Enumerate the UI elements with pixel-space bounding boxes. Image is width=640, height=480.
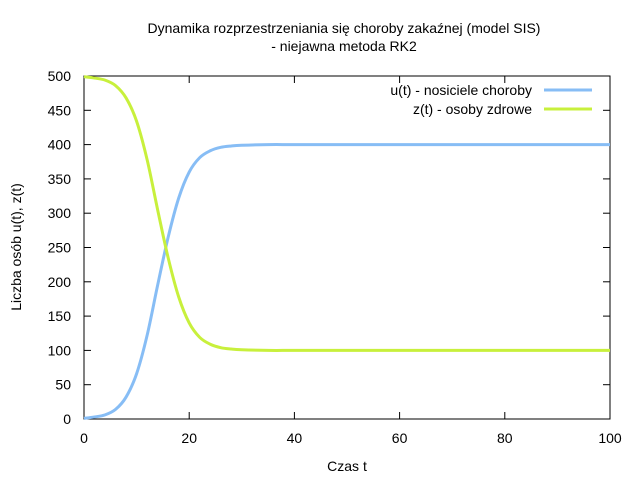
chart-title-line2: - niejawna metoda RK2 [271, 38, 417, 54]
series-line-1 [83, 75, 610, 352]
y-tick-label: 500 [48, 68, 72, 84]
y-tick-label: 300 [48, 205, 72, 221]
chart-title-line1: Dynamika rozprzestrzeniania się choroby … [148, 20, 541, 36]
x-tick-label: 100 [598, 430, 622, 446]
x-axis-label: Czas t [327, 458, 367, 474]
y-axis-label: Liczba osób u(t), z(t) [8, 183, 24, 311]
y-tick-label: 150 [48, 308, 72, 324]
plot-frame [83, 75, 611, 420]
legend-label-1: z(t) - osoby zdrowe [413, 101, 532, 117]
y-tick-label: 50 [55, 377, 71, 393]
y-tick-label: 200 [48, 274, 72, 290]
y-tick-label: 250 [48, 240, 72, 256]
y-tick-label: 350 [48, 171, 72, 187]
x-tick-label: 0 [80, 430, 88, 446]
x-tick-label: 80 [497, 430, 513, 446]
y-tick-label: 0 [63, 411, 71, 427]
y-tick-label: 450 [48, 102, 72, 118]
x-tick-label: 60 [392, 430, 408, 446]
y-tick-label: 100 [48, 342, 72, 358]
x-tick-label: 20 [181, 430, 197, 446]
x-tick-label: 40 [287, 430, 303, 446]
plot-lines [83, 75, 610, 420]
legend: u(t) - nosiciele choroby z(t) - osoby zdr… [390, 82, 592, 117]
y-tick-label: 400 [48, 137, 72, 153]
x-axis: 0 20 40 60 80 100 [80, 76, 622, 446]
y-axis: 0 50 100 150 200 250 300 350 400 450 500 [48, 68, 610, 427]
legend-label-0: u(t) - nosiciele choroby [390, 82, 532, 98]
series-line-0 [83, 143, 610, 420]
